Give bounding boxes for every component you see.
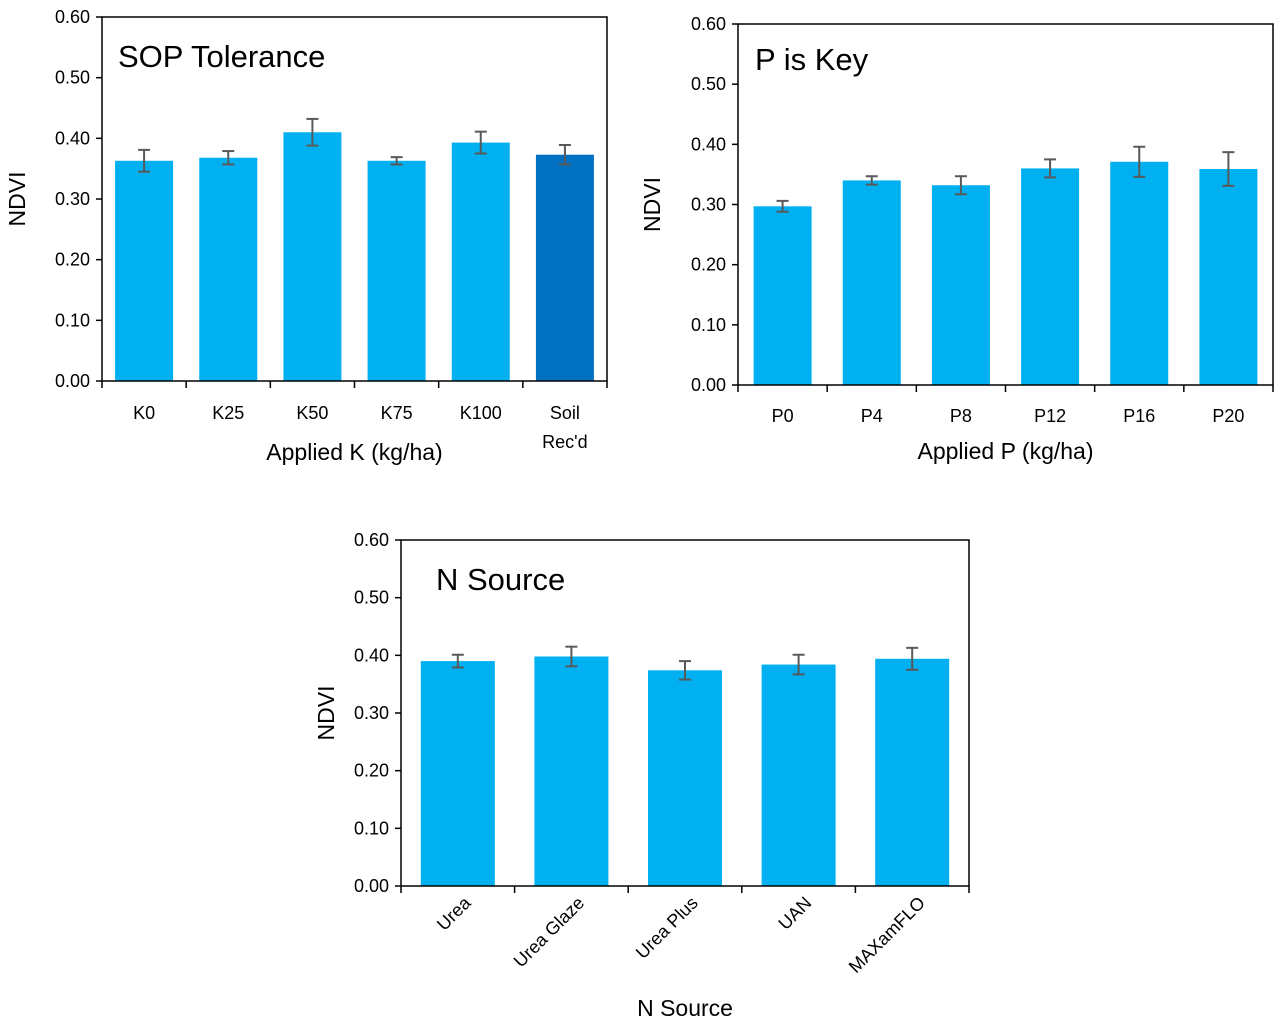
y-tick-label: 0.60 bbox=[354, 530, 389, 550]
y-tick-label: 0.40 bbox=[55, 128, 90, 148]
bar bbox=[283, 132, 342, 381]
x-tick-label: Urea Plus bbox=[632, 893, 702, 963]
x-axis-title: N Source bbox=[637, 995, 733, 1021]
bar bbox=[1199, 169, 1258, 385]
y-tick-label: 0.40 bbox=[691, 134, 726, 154]
y-axis-title: NDVI bbox=[639, 177, 665, 232]
bar bbox=[1110, 161, 1169, 385]
chart-title: SOP Tolerance bbox=[118, 39, 325, 74]
bar bbox=[1021, 168, 1080, 385]
x-tick-label: P8 bbox=[950, 406, 972, 426]
chart-title: N Source bbox=[436, 562, 565, 597]
x-tick-label: P16 bbox=[1123, 406, 1155, 426]
x-tick-label: UAN bbox=[774, 893, 815, 934]
x-tick-label: P0 bbox=[772, 406, 794, 426]
x-tick-label: K0 bbox=[133, 403, 155, 423]
x-axis-title: Applied K (kg/ha) bbox=[266, 439, 442, 465]
y-tick-label: 0.00 bbox=[354, 876, 389, 896]
x-tick-label: P4 bbox=[861, 406, 883, 426]
x-tick-label: K50 bbox=[296, 403, 328, 423]
y-tick-label: 0.60 bbox=[691, 14, 726, 34]
y-tick-label: 0.10 bbox=[55, 310, 90, 330]
x-tick-label: P12 bbox=[1034, 406, 1066, 426]
y-tick-label: 0.00 bbox=[691, 375, 726, 395]
y-tick-label: 0.20 bbox=[55, 250, 90, 270]
chart-panel-1: 0.00 0.10 0.20 0.30 0.40 0.50 0.60 K0 K25 K50 K75 K… bbox=[4, 7, 608, 465]
y-tick-label: 0.30 bbox=[691, 195, 726, 215]
bar bbox=[842, 180, 901, 385]
y-tick-label: 0.20 bbox=[691, 255, 726, 275]
x-axis-title: Applied P (kg/ha) bbox=[917, 438, 1093, 464]
bar bbox=[753, 206, 812, 385]
x-tick-label: Urea Glaze bbox=[510, 893, 589, 972]
x-tick-label: Rec'd bbox=[542, 432, 587, 452]
y-tick-label: 0.50 bbox=[691, 74, 726, 94]
chart-panel-2: 0.00 0.10 0.20 0.30 0.40 0.50 0.60 P0 P4 P8 P12 P16… bbox=[639, 14, 1274, 464]
bar bbox=[420, 661, 495, 886]
x-tick-label: MAXamFLO bbox=[845, 893, 929, 977]
y-tick-label: 0.50 bbox=[55, 68, 90, 88]
bar bbox=[648, 670, 722, 886]
x-tick-label: K75 bbox=[381, 403, 413, 423]
bar bbox=[534, 656, 609, 886]
bar bbox=[875, 658, 950, 886]
chart-title: P is Key bbox=[755, 42, 869, 77]
y-axis-title: NDVI bbox=[313, 686, 339, 741]
y-tick-label: 0.60 bbox=[55, 7, 90, 27]
y-tick-label: 0.20 bbox=[354, 761, 389, 781]
y-tick-label: 0.00 bbox=[55, 371, 90, 391]
bar bbox=[199, 157, 258, 381]
y-tick-label: 0.10 bbox=[691, 315, 726, 335]
y-tick-label: 0.10 bbox=[354, 818, 389, 838]
bar bbox=[931, 185, 990, 385]
y-tick-label: 0.50 bbox=[354, 588, 389, 608]
bar bbox=[115, 160, 174, 381]
y-tick-label: 0.40 bbox=[354, 645, 389, 665]
x-tick-label: P20 bbox=[1212, 406, 1244, 426]
x-tick-label: K25 bbox=[212, 403, 244, 423]
bar bbox=[451, 142, 510, 381]
bar bbox=[761, 664, 836, 886]
x-tick-label: Soil bbox=[550, 403, 580, 423]
chart-panel-3: 0.00 0.10 0.20 0.30 0.40 0.50 0.60 Urea Urea Gla… bbox=[313, 530, 970, 1021]
plot-frame bbox=[737, 23, 1274, 386]
y-tick-label: 0.30 bbox=[354, 703, 389, 723]
y-tick-label: 0.30 bbox=[55, 189, 90, 209]
x-tick-label: Urea bbox=[433, 892, 475, 934]
y-axis-title: NDVI bbox=[4, 172, 30, 227]
x-tick-label: K100 bbox=[460, 403, 502, 423]
bar bbox=[367, 160, 426, 381]
bar bbox=[535, 154, 594, 381]
